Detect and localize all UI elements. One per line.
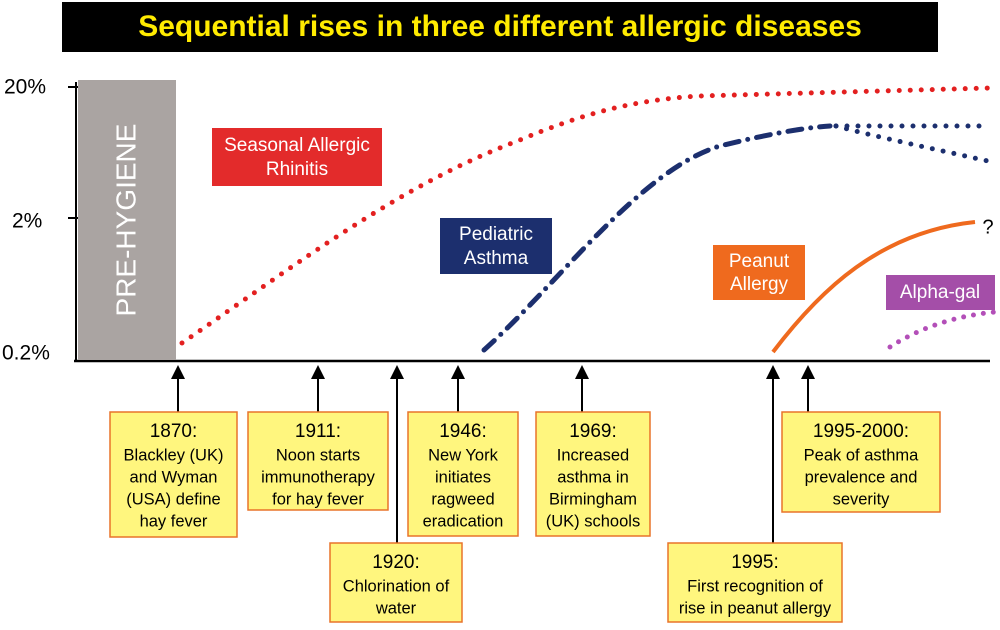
disease-label: Asthma xyxy=(464,248,529,269)
event-text: (USA) define xyxy=(126,490,220,508)
event-text: New York xyxy=(428,446,498,464)
pre-hygiene-band xyxy=(78,80,176,360)
event-text: and Wyman xyxy=(130,468,218,486)
y-tick-label: 0.2% xyxy=(2,342,50,365)
title-bar xyxy=(62,2,938,52)
event-box xyxy=(247,411,389,511)
event-heading: 1870: xyxy=(150,421,198,442)
event-heading: 1946: xyxy=(439,421,487,442)
event-text: Peak of asthma xyxy=(804,446,919,464)
event-text: eradication xyxy=(423,512,504,530)
event-heading: 1995: xyxy=(731,552,779,573)
disease-label: Seasonal Allergic xyxy=(224,135,370,156)
pre-hygiene-label: PRE-HYGIENE xyxy=(110,124,141,317)
disease-label: Peanut xyxy=(729,251,790,272)
unknown-mark: ? xyxy=(982,216,993,238)
event-text: water xyxy=(375,599,417,617)
event-text: prevalence and xyxy=(805,468,918,486)
event-text: hay fever xyxy=(140,512,208,530)
event-box xyxy=(535,411,651,537)
event-text: rise in peanut allergy xyxy=(679,599,832,617)
disease-box xyxy=(440,218,552,274)
event-box xyxy=(781,411,941,513)
event-box xyxy=(109,411,238,538)
peanut-curve xyxy=(771,220,976,354)
event-text: Noon starts xyxy=(276,446,360,464)
asthma-branch xyxy=(833,123,995,165)
disease-label: Allergy xyxy=(730,274,789,295)
event-heading: 1911: xyxy=(295,421,341,442)
rhinitis-curve xyxy=(179,85,993,346)
event-text: severity xyxy=(833,490,891,508)
event-text: Blackley (UK) xyxy=(124,446,224,464)
event-text: First recognition of xyxy=(687,577,823,595)
event-box xyxy=(407,411,519,537)
event-text: Birmingham xyxy=(549,490,637,508)
y-tick-label: 20% xyxy=(4,76,46,99)
event-heading: 1920: xyxy=(372,552,420,573)
event-text: asthma in xyxy=(557,468,629,486)
event-text: for hay fever xyxy=(272,490,364,508)
disease-label: Pediatric xyxy=(459,224,533,245)
disease-box xyxy=(713,245,805,300)
y-tick-label: 2% xyxy=(12,210,42,233)
event-text: ragweed xyxy=(431,490,494,508)
event-text: (UK) schools xyxy=(546,512,640,530)
title: Sequential rises in three different alle… xyxy=(138,10,862,43)
disease-label: Alpha-gal xyxy=(900,282,980,303)
event-text: Chlorination of xyxy=(343,577,450,595)
event-heading: 1969: xyxy=(569,421,617,442)
event-text: Increased xyxy=(557,446,629,464)
alpha-gal-curve xyxy=(887,309,998,350)
event-text: initiates xyxy=(435,468,491,486)
event-heading: 1995-2000: xyxy=(813,421,909,442)
disease-box xyxy=(886,275,995,310)
disease-box xyxy=(212,128,382,186)
event-box xyxy=(329,542,463,623)
asthma-curve xyxy=(481,123,833,353)
disease-label: Rhinitis xyxy=(266,159,328,180)
event-box xyxy=(667,542,843,623)
event-text: immunotherapy xyxy=(261,468,375,486)
